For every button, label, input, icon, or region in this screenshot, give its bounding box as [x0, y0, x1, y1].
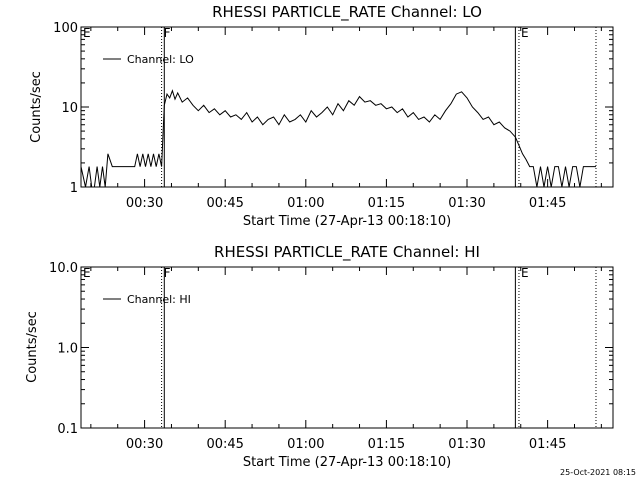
lo-x-tick-label: 00:45 — [206, 196, 243, 211]
hi-plot-frame — [80, 266, 614, 429]
hi-y-axis-label: Counts/sec — [25, 311, 40, 383]
lo-y-tick-label: 10 — [61, 101, 78, 116]
lo-event-marker-label: F — [164, 26, 171, 40]
hi-event-marker-label: E — [521, 266, 529, 280]
lo-event-marker-label: E — [83, 26, 91, 40]
lo-y-tick-label: 100 — [53, 21, 78, 36]
hi-event-marker-label: E — [83, 266, 91, 280]
lo-x-tick-label: 01:00 — [287, 196, 324, 211]
lo-event-marker-label: E — [521, 26, 529, 40]
hi-x-tick-label: 00:45 — [206, 437, 243, 452]
hi-y-tick-label: 1.0 — [57, 342, 78, 357]
hi-y-tick-label: 0.1 — [57, 422, 78, 437]
lo-x-tick-label: 01:15 — [368, 196, 405, 211]
hi-channel-panel: RHESSI PARTICLE_RATE Channel: HI Counts/… — [25, 243, 614, 470]
hi-axis-ticks: 0.1 1.0 10.0 00:30 00:45 01:00 01:15 01:30 01:45 — [49, 261, 613, 452]
lo-x-tick-label: 01:45 — [529, 196, 566, 211]
lo-axis-ticks: 1 10 100 00:30 00:45 01:00 01:15 01:30 01:45 — [53, 21, 613, 211]
hi-legend-label: Channel: HI — [127, 293, 191, 306]
hi-x-tick-label: 01:00 — [287, 437, 324, 452]
lo-legend-label: Channel: LO — [127, 53, 194, 66]
lo-x-tick-label: 01:30 — [448, 196, 485, 211]
lo-chart-title: RHESSI PARTICLE_RATE Channel: LO — [212, 3, 482, 22]
generation-timestamp: 25-Oct-2021 08:15 — [560, 468, 636, 477]
lo-channel-panel: RHESSI PARTICLE_RATE Channel: LO Counts/… — [29, 3, 614, 229]
lo-series-line — [80, 89, 596, 188]
lo-x-axis-label: Start Time (27-Apr-13 00:18:10) — [243, 214, 451, 229]
hi-x-tick-label: 00:30 — [126, 437, 163, 452]
hi-x-tick-label: 01:45 — [529, 437, 566, 452]
lo-x-tick-label: 00:30 — [126, 196, 163, 211]
lo-y-tick-label: 1 — [70, 181, 78, 196]
hi-x-tick-label: 01:15 — [368, 437, 405, 452]
hi-x-axis-label: Start Time (27-Apr-13 00:18:10) — [243, 455, 451, 470]
hi-event-marker-label: F — [164, 266, 171, 280]
lo-y-axis-label: Counts/sec — [29, 71, 44, 143]
hi-chart-title: RHESSI PARTICLE_RATE Channel: HI — [214, 243, 480, 262]
lo-series — [80, 89, 596, 188]
hi-x-tick-label: 01:30 — [448, 437, 485, 452]
hi-y-tick-label: 10.0 — [49, 261, 78, 276]
